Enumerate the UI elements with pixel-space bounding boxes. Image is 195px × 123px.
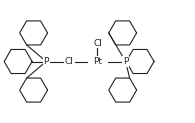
Text: Cl: Cl [65,57,74,66]
Text: Cl: Cl [93,39,102,48]
Text: Pt: Pt [93,57,102,66]
Text: P: P [43,57,49,66]
Text: P: P [123,57,128,66]
